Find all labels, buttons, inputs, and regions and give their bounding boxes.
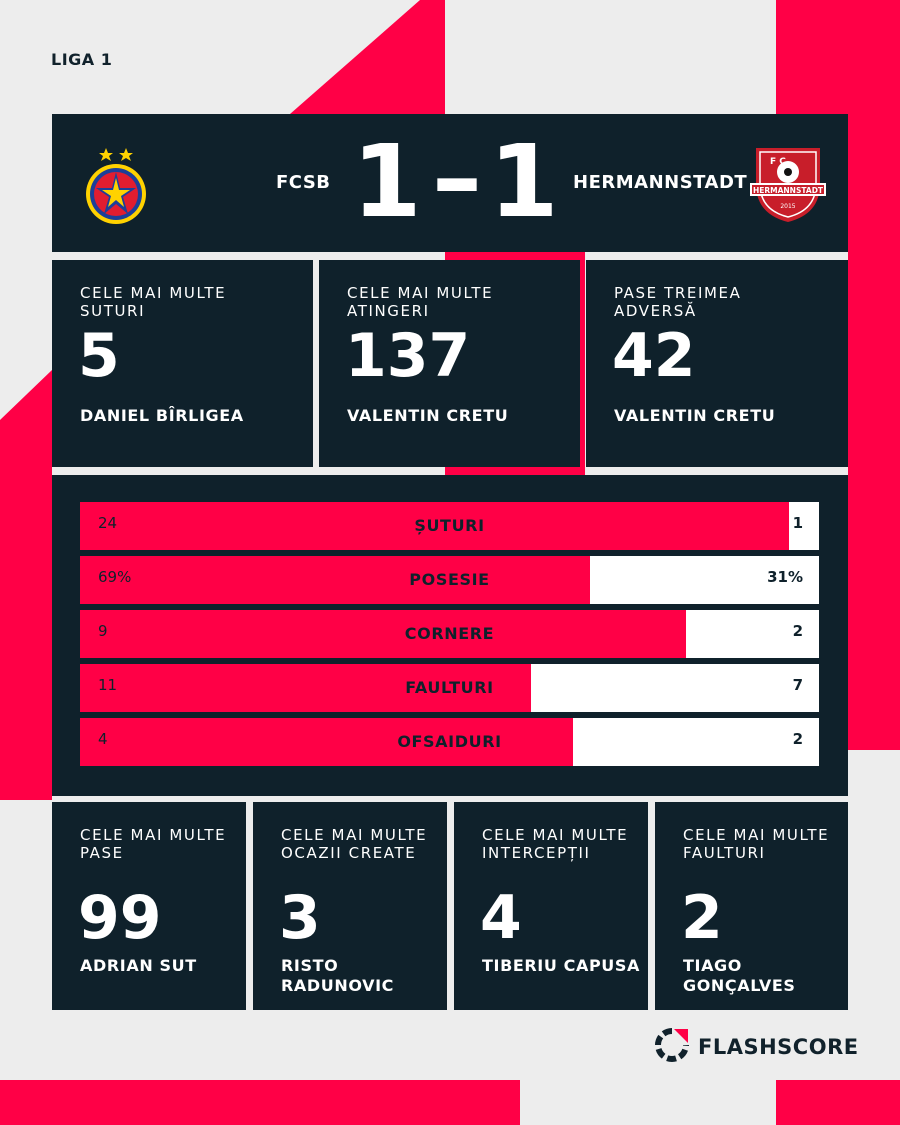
stat-label: CORNERE xyxy=(404,624,495,643)
stat-away-value: 31% xyxy=(767,568,803,586)
flashscore-logo: FLASHSCORE xyxy=(654,1027,858,1065)
stat-row-corners: 9 CORNERE 2 xyxy=(80,610,819,658)
stat-bar-fill xyxy=(80,664,531,712)
stat-away-value: 2 xyxy=(792,730,803,748)
stat-card-value: 3 xyxy=(279,883,321,953)
flashscore-logo-icon xyxy=(655,1028,689,1062)
stat-card-player: TIBERIU CAPUSA xyxy=(482,956,640,975)
stat-home-value: 11 xyxy=(98,676,118,694)
stat-card-player: RISTO RADUNOVIC xyxy=(281,956,395,995)
stat-row-possession: 69% POSESIE 31% xyxy=(80,556,819,604)
stat-bar-fill xyxy=(80,502,790,550)
away-score: 1 xyxy=(489,123,559,240)
crest-banner-text: HERMANNSTADT xyxy=(753,186,824,195)
stat-card-player: VALENTIN CRETU xyxy=(614,406,776,425)
stat-bar-fill xyxy=(80,718,573,766)
stat-card-value: 2 xyxy=(681,883,723,953)
stat-card-value: 99 xyxy=(78,883,162,953)
stat-card-title: CELE MAI MULTE FAULTURI xyxy=(683,826,830,862)
stat-home-value: 4 xyxy=(98,730,108,748)
score-separator: – xyxy=(432,119,482,236)
stat-label: FAULTURI xyxy=(405,678,494,697)
stat-card-value: 137 xyxy=(345,321,471,391)
stat-card-most-shots: CELE MAI MULTE SUTURI 5 DANIEL BÎRLIGEA xyxy=(52,260,313,467)
stat-card-value: 4 xyxy=(480,883,522,953)
stat-card-most-chances: CELE MAI MULTE OCAZII CREATE 3 RISTO RAD… xyxy=(253,802,447,1010)
away-team-name: HERMANNSTADT xyxy=(573,172,748,193)
stat-away-value: 2 xyxy=(792,622,803,640)
stat-row-shots: 24 ȘUTURI 1 xyxy=(80,502,819,550)
fcsb-crest-icon xyxy=(86,148,146,224)
stat-home-value: 69% xyxy=(98,568,132,586)
league-label: LIGA 1 xyxy=(51,50,113,69)
stat-card-title: CELE MAI MULTE OCAZII CREATE xyxy=(281,826,428,862)
stat-card-player: DANIEL BÎRLIGEA xyxy=(80,406,244,425)
stat-card-player: VALENTIN CRETU xyxy=(347,406,509,425)
stat-card-most-interceptions: CELE MAI MULTE INTERCEPȚII 4 TIBERIU CAP… xyxy=(454,802,648,1010)
stat-home-value: 9 xyxy=(98,622,108,640)
stat-card-player: TIAGO GONÇALVES xyxy=(683,956,796,995)
stat-away-value: 1 xyxy=(792,514,803,532)
match-stats-panel: 24 ȘUTURI 1 69% POSESIE 31% 9 CORNERE 2 … xyxy=(52,475,848,796)
crest-letters: F C xyxy=(770,157,786,167)
home-score: 1 xyxy=(352,123,422,240)
crest-year: 2015 xyxy=(780,203,795,210)
stat-card-most-passes: CELE MAI MULTE PASE 99 ADRIAN SUT xyxy=(52,802,246,1010)
stat-card-title: CELE MAI MULTE ATINGERI xyxy=(347,284,494,320)
stat-row-fouls: 11 FAULTURI 7 xyxy=(80,664,819,712)
stat-card-player: ADRIAN SUT xyxy=(80,956,197,975)
brand-name: FLASHSCORE xyxy=(698,1035,859,1059)
stat-card-value: 42 xyxy=(612,321,696,391)
stat-card-final-third-passes: PASE TREIMEA ADVERSĂ 42 VALENTIN CRETU xyxy=(586,260,848,467)
stat-card-title: CELE MAI MULTE SUTURI xyxy=(80,284,227,320)
stat-row-offsides: 4 OFSAIDURI 2 xyxy=(80,718,819,766)
stat-bar-fill xyxy=(80,556,590,604)
stat-home-value: 24 xyxy=(98,514,118,532)
home-team-name: FCSB xyxy=(276,172,331,193)
stat-away-value: 7 xyxy=(792,676,803,694)
stat-card-most-touches: CELE MAI MULTE ATINGERI 137 VALENTIN CRE… xyxy=(319,260,580,467)
stat-card-title: CELE MAI MULTE PASE xyxy=(80,826,227,862)
score-header: FCSB 1 – 1 HERMANNSTADT F C HERMANNSTADT… xyxy=(52,114,848,252)
stat-card-value: 5 xyxy=(78,321,120,391)
stat-card-most-fouls: CELE MAI MULTE FAULTURI 2 TIAGO GONÇALVE… xyxy=(655,802,848,1010)
stat-label: POSESIE xyxy=(409,570,490,589)
stat-card-title: PASE TREIMEA ADVERSĂ xyxy=(614,284,742,320)
stat-label: ȘUTURI xyxy=(414,516,485,535)
stat-bar-fill xyxy=(80,610,686,658)
hermannstadt-crest-icon: F C HERMANNSTADT 2015 xyxy=(750,148,826,222)
stat-card-title: CELE MAI MULTE INTERCEPȚII xyxy=(482,826,629,862)
stat-label: OFSAIDURI xyxy=(397,732,502,751)
